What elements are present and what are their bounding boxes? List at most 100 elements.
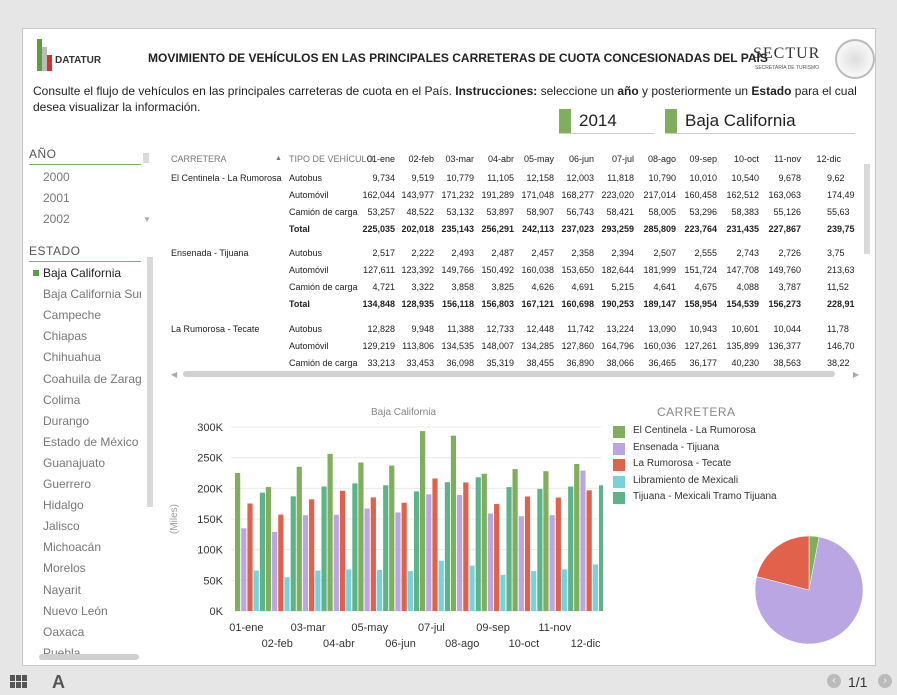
table-header[interactable]: 09-sep [689,154,717,164]
state-item[interactable]: Coahuila de Zaragoza [43,371,141,386]
table-header[interactable]: 12-dic [816,154,841,164]
bar[interactable] [426,494,432,611]
bar[interactable] [463,482,469,611]
state-item[interactable]: Oaxaca [43,624,85,639]
bar[interactable] [321,486,327,611]
table-header[interactable]: 03-mar [445,154,474,164]
prev-page-icon[interactable]: ‹ [827,674,841,688]
bar[interactable] [339,490,346,611]
state-item[interactable]: Chihuahua [43,350,102,365]
legend-item[interactable]: Tijuana - Mexicali Tramo Tijuana [633,491,777,502]
text-icon[interactable]: A [52,672,65,692]
bar[interactable] [524,496,531,611]
table-header[interactable]: 05-may [523,154,554,164]
year-scroll-down-icon[interactable]: ▼ [143,215,151,224]
legend-item[interactable]: Ensenada - Tijuana [633,441,720,453]
state-item[interactable]: Nuevo León [43,603,108,618]
bar[interactable] [450,435,457,611]
bar[interactable] [457,494,463,611]
bar[interactable] [395,512,401,611]
state-item[interactable]: Colima [43,392,81,407]
table-horizontal-scrollbar[interactable] [183,371,835,377]
pie-slice[interactable] [756,535,810,591]
legend-item[interactable]: El Centinela - La Rumorosa [633,425,756,436]
year-scrollbar[interactable] [143,153,149,163]
bar[interactable] [506,487,512,611]
state-scrollbar[interactable] [147,257,153,507]
state-item[interactable]: Guanajuato [43,455,106,470]
bar[interactable] [401,502,407,611]
legend-item[interactable]: Libramiento de Mexicali [633,474,739,486]
selected-state-card[interactable]: Baja California [665,109,855,134]
bar[interactable] [432,478,438,611]
year-item[interactable]: 2001 [43,191,70,205]
bar[interactable] [487,513,494,611]
bar[interactable] [574,463,580,611]
bar[interactable] [598,485,603,611]
next-page-icon[interactable]: › [878,674,892,688]
bar[interactable] [376,569,383,611]
selected-year-card[interactable]: 2014 [559,109,654,134]
bar[interactable] [500,574,506,611]
bar[interactable] [543,471,549,611]
state-item[interactable]: Hidalgo [43,498,84,513]
bar[interactable] [438,560,444,611]
table-header[interactable]: 11-nov [774,154,801,164]
bar[interactable] [518,516,524,611]
bar[interactable] [290,496,296,611]
sort-ascending-icon[interactable]: ▲ [275,155,282,162]
state-item[interactable]: Jalisco [43,519,80,534]
bar[interactable] [352,483,358,611]
bar[interactable] [296,466,302,611]
table-header[interactable]: 02-feb [408,154,434,164]
bar[interactable] [302,515,309,611]
table-header[interactable]: 08-ago [647,154,676,164]
bar[interactable] [568,486,574,611]
table-header[interactable]: 06-jun [568,154,594,164]
bar[interactable] [407,571,413,611]
bar[interactable] [561,569,568,611]
bar[interactable] [284,577,290,611]
bar[interactable] [475,477,481,611]
state-item[interactable]: Chiapas [43,329,88,344]
bar[interactable] [364,508,370,611]
state-item[interactable]: Durango [43,413,90,428]
table-header[interactable]: TIPO DE VEHÍCULO [289,154,374,164]
bar[interactable] [358,462,364,611]
legend-item[interactable]: La Rumorosa - Tecate [633,458,732,469]
bar[interactable] [315,570,321,611]
bar[interactable] [512,469,518,611]
bar[interactable] [531,571,537,611]
grid-view-icon[interactable] [10,675,28,689]
year-item[interactable]: 2002 [43,212,70,226]
state-horizontal-scrollbar[interactable] [39,654,139,660]
state-item[interactable]: Baja California [43,266,122,280]
bar[interactable] [586,490,592,611]
table-header[interactable]: 01-ene [366,154,395,164]
bar[interactable] [420,431,426,611]
bar[interactable] [444,482,450,611]
state-item[interactable]: Campeche [43,308,102,323]
bar[interactable] [549,515,555,611]
bar[interactable] [592,564,598,611]
bar[interactable] [333,514,339,611]
table-header[interactable]: 04-abr [487,154,514,164]
state-item[interactable]: Baja California Sur [43,287,141,302]
bar[interactable] [346,569,352,611]
bar[interactable] [555,497,561,611]
table-header[interactable]: 10-oct [733,154,759,164]
table-scroll-right-icon[interactable]: ▶ [853,370,860,379]
year-item[interactable]: 2000 [43,170,70,184]
bar[interactable] [253,570,259,611]
table-header[interactable]: CARRETERA [171,154,227,164]
bar[interactable] [265,487,272,611]
bar[interactable] [235,472,241,611]
bar[interactable] [247,503,253,611]
pie-slice[interactable] [754,536,864,645]
bar[interactable] [272,531,278,611]
bar[interactable] [278,514,284,611]
bar[interactable] [259,492,265,611]
state-item[interactable]: Guerrero [43,477,92,491]
state-item[interactable]: Estado de México [43,434,139,449]
table-header[interactable]: 07-jul [611,154,634,164]
